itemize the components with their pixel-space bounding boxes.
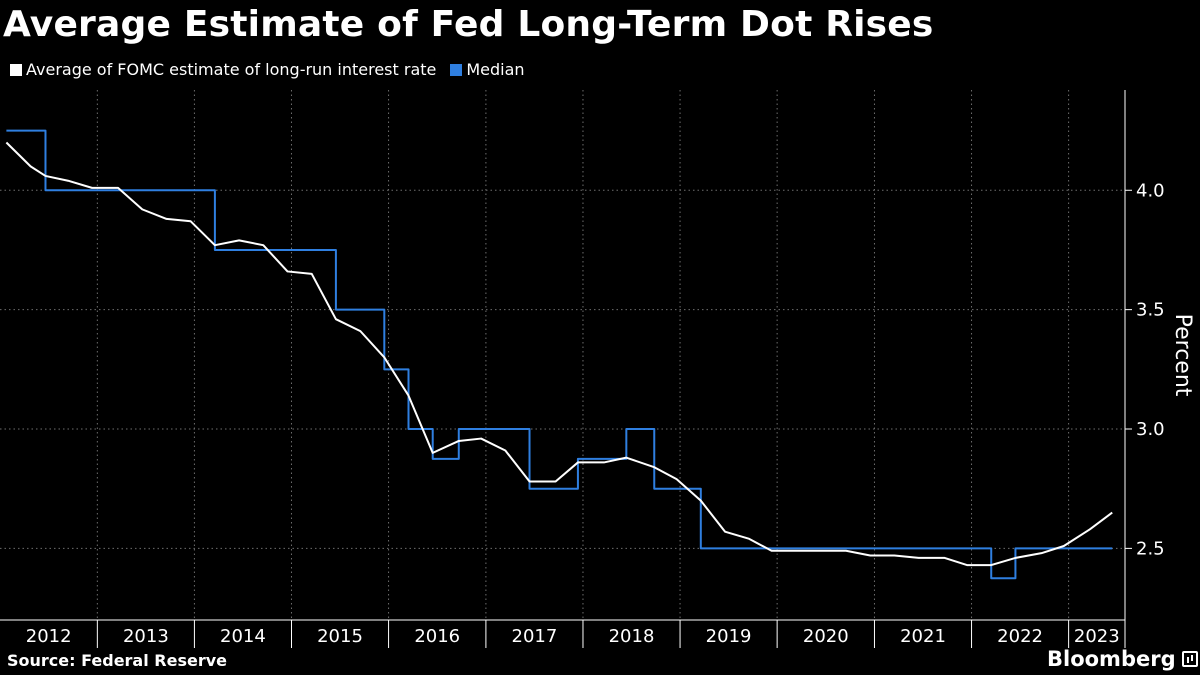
- x-tick-label: 2013: [123, 626, 169, 647]
- y-tick-label: 3.0: [1136, 419, 1165, 440]
- median-line: [6, 129, 1113, 580]
- y-tick-label: 3.5: [1136, 300, 1165, 321]
- x-tick-label: 2023: [1074, 626, 1120, 647]
- brand-name: Bloomberg: [1047, 647, 1176, 671]
- x-tick-label: 2022: [997, 626, 1043, 647]
- y-tick-label: 4.0: [1136, 180, 1165, 201]
- chart-title: Average Estimate of Fed Long-Term Dot Ri…: [3, 4, 934, 45]
- source-note: Source: Federal Reserve: [7, 651, 227, 670]
- x-tick-label: 2015: [317, 626, 363, 647]
- y-tick-label: 2.5: [1136, 538, 1165, 559]
- x-tick-label: 2018: [609, 626, 655, 647]
- legend-swatch-average: [10, 63, 22, 76]
- axes: 2.5 3.0 3.5 4.0 2012 2013 2014 2015 2016 2017 2018…: [0, 90, 1195, 648]
- x-tick-label: 2014: [220, 626, 266, 647]
- average-line: [5, 141, 1113, 567]
- legend: Average of FOMC estimate of long-run int…: [10, 60, 539, 79]
- x-tick-label: 2017: [512, 626, 558, 647]
- bloomberg-logo: Bloomberg: [1047, 647, 1198, 671]
- bloomberg-chart-icon: [1181, 651, 1198, 667]
- series-lines: [5, 129, 1113, 580]
- x-tick-label: 2020: [803, 626, 849, 647]
- x-tick-label: 2016: [414, 626, 460, 647]
- legend-label-average: Average of FOMC estimate of long-run int…: [26, 60, 437, 79]
- x-tick-label: 2019: [706, 626, 752, 647]
- x-tick-label: 2021: [900, 626, 946, 647]
- legend-item-median: Median: [450, 60, 525, 79]
- gridlines: [0, 90, 1125, 620]
- legend-label-median: Median: [466, 60, 525, 79]
- legend-swatch-median: [450, 63, 463, 76]
- x-tick-label: 2012: [26, 626, 72, 647]
- legend-item-average: Average of FOMC estimate of long-run int…: [10, 60, 436, 79]
- y-axis-label: Percent: [1170, 314, 1195, 397]
